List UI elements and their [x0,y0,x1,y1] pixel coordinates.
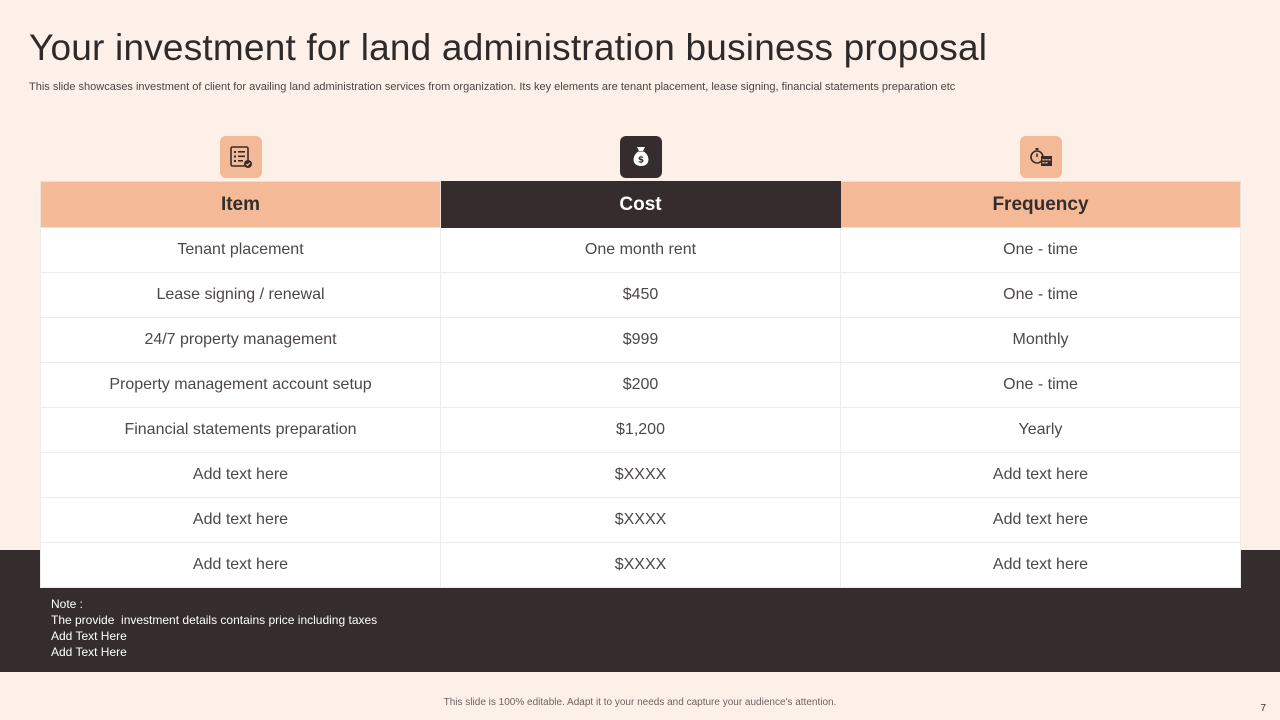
frequency-cell: Add text here [840,497,1241,543]
note-heading: Note : [51,597,84,611]
table-row: Add text here $XXXX Add text here [40,542,1241,588]
header-frequency: Frequency [840,181,1241,228]
item-cell: Property management account setup [40,362,441,408]
table-row: Tenant placement One month rent One - ti… [40,227,1241,273]
note-line: The provide investment details contains … [51,613,378,627]
frequency-cell: Add text here [840,452,1241,498]
table-row: Financial statements preparation $1,200 … [40,407,1241,453]
table-row: Add text here $XXXX Add text here [40,452,1241,498]
header-cost: Cost [440,181,841,228]
frequency-cell: Monthly [840,317,1241,363]
cost-cell: $XXXX [440,452,841,498]
svg-text:$: $ [638,156,644,166]
frequency-cell: One - time [840,362,1241,408]
frequency-icon-box [1020,136,1062,178]
frequency-cell: One - time [840,272,1241,318]
item-cell: Tenant placement [40,227,441,273]
cost-cell: One month rent [440,227,841,273]
item-cell: 24/7 property management [40,317,441,363]
table-row: Lease signing / renewal $450 One - time [40,272,1241,318]
cost-cell: $450 [440,272,841,318]
slide-subtitle: This slide showcases investment of clien… [29,81,956,93]
header-item: Item [40,181,441,228]
investment-table: Item Cost Frequency Tenant placement One… [40,181,1241,588]
money-bag-icon: $ [633,147,649,166]
footer-text: This slide is 100% editable. Adapt it to… [443,697,837,708]
item-cell: Financial statements preparation [40,407,441,453]
cost-icon-box: $ [620,136,662,178]
slide-title: Your investment for land administration … [29,27,988,68]
frequency-cell: One - time [840,227,1241,273]
table-row: 24/7 property management $999 Monthly [40,317,1241,363]
item-cell: Add text here [40,497,441,543]
stopwatch-calendar-icon [1030,148,1052,166]
table-row: Property management account setup $200 O… [40,362,1241,408]
item-cell: Add text here [40,542,441,588]
frequency-cell: Add text here [840,542,1241,588]
frequency-cell: Yearly [840,407,1241,453]
note-line: Add Text Here [51,645,127,659]
cost-cell: $XXXX [440,497,841,543]
page-number: 7 [1260,703,1266,714]
note-line: Add Text Here [51,629,127,643]
table-header-row: Item Cost Frequency [40,181,1241,228]
item-icon-box [220,136,262,178]
cost-cell: $XXXX [440,542,841,588]
checklist-icon [230,146,252,168]
item-cell: Lease signing / renewal [40,272,441,318]
table-row: Add text here $XXXX Add text here [40,497,1241,543]
cost-cell: $200 [440,362,841,408]
cost-cell: $1,200 [440,407,841,453]
item-cell: Add text here [40,452,441,498]
cost-cell: $999 [440,317,841,363]
note-block: Note : The provide investment details con… [51,596,377,660]
